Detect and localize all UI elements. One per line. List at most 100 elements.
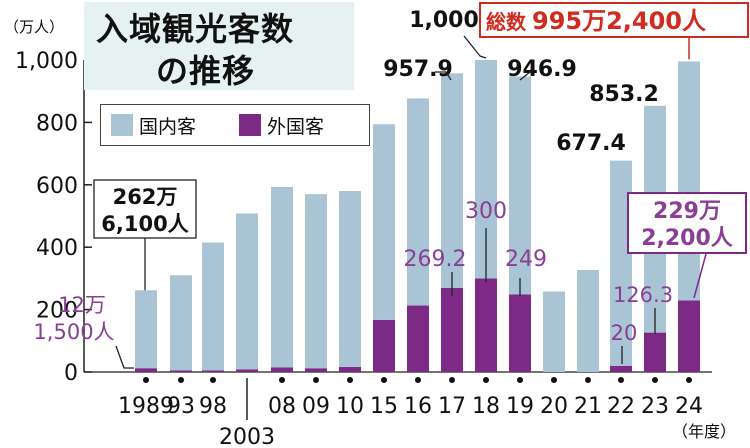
leader-foreign-24 [693, 253, 707, 299]
bar-domestic-19 [509, 76, 531, 295]
x-tick-dot-18 [483, 377, 489, 383]
chart-title-line2: の推移 [156, 52, 256, 90]
bar-foreign-17 [441, 288, 463, 372]
x-tick-dot-09 [313, 377, 319, 383]
x-tick-dot-10 [347, 377, 353, 383]
bar-foreign-23 [644, 332, 666, 372]
x-label-22: 22 [607, 394, 635, 419]
y-tick-label-600: 600 [36, 174, 78, 199]
leader-total-17 [435, 71, 452, 81]
x-label-10: 10 [336, 394, 364, 419]
x-tick-dot-17 [449, 377, 455, 383]
chart-title-line1: 入域観光客数 [96, 10, 295, 48]
y-tick-label-400: 400 [36, 236, 78, 261]
annotation-box-total-1989 [93, 179, 197, 239]
bar-domestic-98 [202, 242, 224, 371]
y-axis-unit: （万人） [4, 18, 64, 36]
bar-foreign-18 [475, 278, 497, 372]
bar-domestic-20 [543, 291, 565, 372]
bar-domestic-09 [305, 194, 327, 369]
x-label-93: 93 [167, 394, 195, 419]
annotation-total-1989-line1: 262万 [113, 185, 178, 209]
bar-foreign-08 [271, 367, 293, 372]
bar-foreign-22 [610, 365, 632, 372]
x-label-17: 17 [438, 394, 466, 419]
legend-item-foreign: 外国客 [239, 114, 324, 138]
annotation-total-23: 853.2 [589, 82, 659, 107]
bar-foreign-24 [678, 300, 700, 372]
annotation-total-1989-line2: 6,100人 [101, 212, 188, 236]
y-tick-label-1000: 1,000 [15, 49, 78, 74]
x-tick-dot-15 [381, 377, 387, 383]
x-label-16: 16 [404, 394, 432, 419]
annotation-total-17: 957.9 [383, 57, 453, 82]
bar-foreign-10 [339, 367, 361, 372]
legend-swatch-domestic [111, 114, 133, 136]
bar-domestic-93 [170, 275, 192, 371]
annotation-total-18: 1,000 [409, 8, 479, 33]
leader-total-18 [463, 35, 487, 59]
bar-domestic-08 [271, 186, 293, 368]
x-tick-dot-08 [279, 377, 285, 383]
bar-domestic-17 [441, 73, 463, 289]
y-tick-label-200: 200 [36, 299, 78, 324]
bar-domestic-16 [407, 98, 429, 306]
x-label-23: 23 [641, 394, 669, 419]
legend-item-domestic: 国内客 [111, 114, 197, 138]
bar-foreign-19 [509, 294, 531, 372]
x-tick-dot-24 [686, 377, 692, 383]
annotation-foreign-22: 20 [611, 321, 638, 345]
bar-foreign-15 [373, 319, 395, 372]
bar-domestic-22 [610, 160, 632, 366]
y-tick-label-0: 0 [64, 361, 78, 386]
bar-domestic-2003 [236, 213, 258, 370]
annotation-box-foreign-24 [627, 192, 747, 254]
x-tick-dot-23 [652, 377, 658, 383]
bar-domestic-24 [678, 61, 700, 301]
bar-domestic-21 [577, 269, 599, 372]
x-tick-dot-93 [178, 377, 184, 383]
x-label-21: 21 [574, 394, 602, 419]
annotation-foreign-23: 126.3 [613, 283, 673, 307]
annotation-foreign-1989-line2: 1,500人 [33, 320, 114, 344]
x-tick-dot-20 [551, 377, 557, 383]
bar-foreign-98 [202, 370, 224, 372]
annotation-total-24-label: 総数 [486, 10, 527, 34]
legend-swatch-foreign [239, 114, 261, 136]
x-label-08: 08 [268, 394, 296, 419]
x-label-2003: 2003 [219, 425, 275, 448]
annotation-box-total-24 [479, 2, 749, 38]
x-label-19: 19 [506, 394, 534, 419]
leader-total-19 [519, 71, 532, 81]
legend-label-domestic: 国内客 [139, 115, 197, 138]
x-tick-dot-19 [517, 377, 523, 383]
legend: 国内客 外国客 [100, 104, 370, 146]
x-label-1989: 1989 [118, 394, 174, 419]
annotation-foreign-1989-line1: 12万 [58, 293, 106, 317]
x-label-09: 09 [302, 394, 330, 419]
bar-foreign-93 [170, 370, 192, 372]
bar-domestic-15 [373, 124, 395, 320]
bar-domestic-1989 [135, 290, 157, 369]
annotation-foreign-24-line2: 2,200人 [641, 226, 733, 251]
x-axis-unit: （年度） [672, 422, 736, 441]
bar-domestic-18 [475, 60, 497, 279]
annotation-total-24-value: 995万2,400人 [532, 7, 706, 35]
bar-foreign-16 [407, 305, 429, 372]
annotation-foreign-24-line1: 229万 [653, 199, 721, 224]
x-label-20: 20 [540, 394, 568, 419]
title-background [84, 2, 354, 90]
annotation-total-19: 946.9 [507, 57, 577, 82]
bar-foreign-09 [305, 368, 327, 372]
x-tick-dot-21 [585, 377, 591, 383]
bar-foreign-2003 [236, 369, 258, 372]
x-tick-dot-16 [415, 377, 421, 383]
annotation-foreign-18: 300 [465, 199, 507, 224]
x-tick-dot-1989 [143, 377, 149, 383]
x-tick-dot-98 [210, 377, 216, 383]
x-tick-dot-22 [618, 377, 624, 383]
x-label-18: 18 [472, 394, 500, 419]
annotation-foreign-17: 269.2 [404, 247, 467, 272]
y-tick-label-800: 800 [36, 111, 78, 136]
x-label-98: 98 [199, 394, 227, 419]
